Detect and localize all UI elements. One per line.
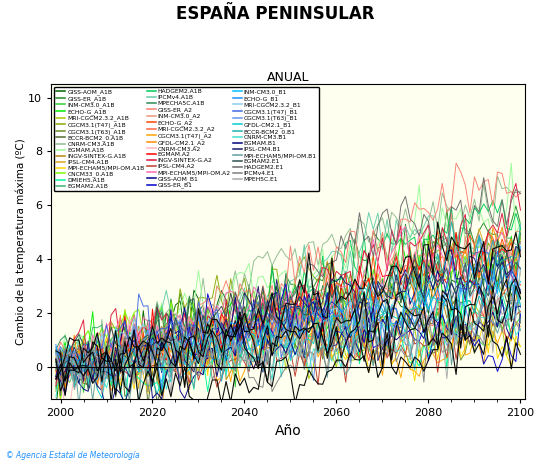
Text: ESPAÑA PENINSULAR: ESPAÑA PENINSULAR	[176, 5, 374, 23]
X-axis label: Año: Año	[275, 424, 301, 438]
Text: © Agencia Estatal de Meteorología: © Agencia Estatal de Meteorología	[6, 451, 139, 460]
Title: ANUAL: ANUAL	[267, 71, 310, 84]
Legend: GISS-AOM_A1B, GISS-ER_A1B, INM-CM3.0_A1B, ECHO-G_A1B, MRI-CGCM2.3.2_A1B, CGCM3.1: GISS-AOM_A1B, GISS-ER_A1B, INM-CM3.0_A1B…	[54, 87, 319, 191]
Y-axis label: Cambio de la temperatura máxima (ºC): Cambio de la temperatura máxima (ºC)	[15, 138, 25, 345]
